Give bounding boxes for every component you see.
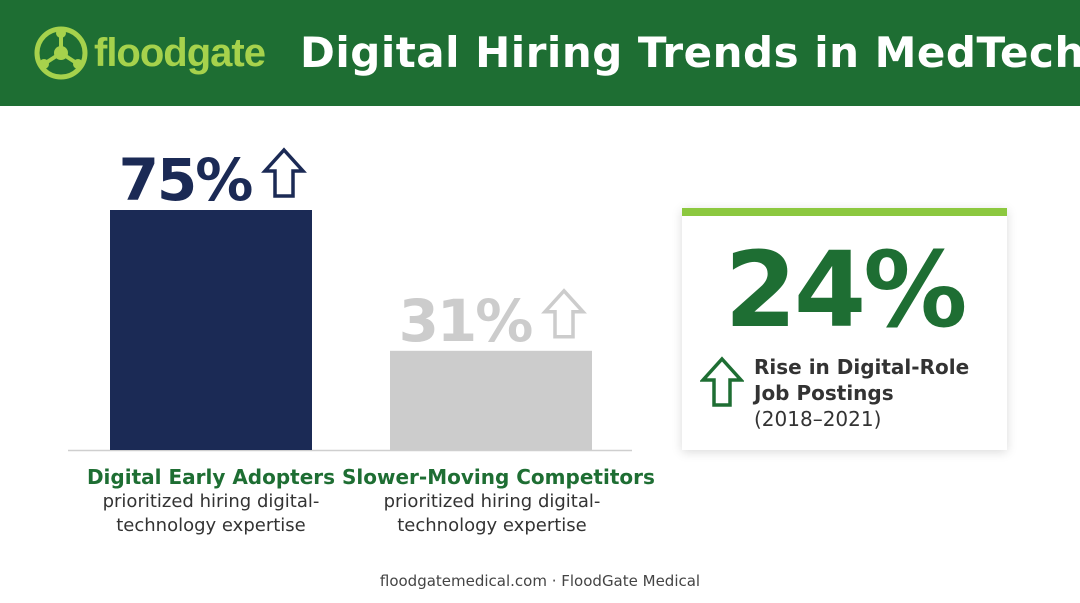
bar-0: [110, 210, 312, 450]
bar-category-label-adopters: Digital Early Adopters prioritized hirin…: [61, 464, 361, 538]
stat-label-line2: Job Postings: [754, 381, 894, 405]
header-banner: floodgate Digital Hiring Trends in MedTe…: [0, 0, 1080, 106]
category-description: prioritized hiring digital-technology ex…: [102, 491, 320, 536]
stat-period: (2018–2021): [754, 407, 882, 431]
stat-card: 24% Rise in Digital-Role Job Postings (2…: [682, 208, 1007, 450]
up-arrow-icon: [261, 147, 307, 198]
up-arrow-icon: [700, 356, 744, 407]
category-name: Slower-Moving Competitors: [342, 465, 655, 489]
bar-chart: 75% 31%: [68, 146, 632, 452]
category-description: prioritized hiring digital-technology ex…: [383, 491, 601, 536]
floodgate-logo: floodgate: [32, 24, 266, 82]
stat-description: Rise in Digital-Role Job Postings (2018–…: [754, 354, 999, 432]
bar-value-group-0: 75%: [119, 146, 307, 214]
page-title: Digital Hiring Trends in MedTech: [300, 28, 1080, 77]
bar-value-label-0: 75%: [119, 146, 253, 214]
category-name: Digital Early Adopters: [86, 465, 336, 489]
bar-value-group-1: 31%: [399, 287, 587, 355]
logo-wordmark: floodgate: [94, 30, 266, 75]
bar-category-label-competitors: Slower-Moving Competitors prioritized hi…: [342, 464, 655, 538]
stat-card-accent-bar: [682, 208, 1007, 216]
bar-1: [390, 350, 592, 450]
bar-value-label-1: 31%: [399, 287, 533, 355]
stat-label-line1: Rise in Digital-Role: [754, 355, 970, 379]
stat-value: 24%: [724, 229, 968, 351]
network-node-icon: [34, 26, 88, 80]
up-arrow-icon: [541, 288, 587, 339]
footer-attribution: floodgatemedical.com · FloodGate Medical: [379, 572, 701, 590]
